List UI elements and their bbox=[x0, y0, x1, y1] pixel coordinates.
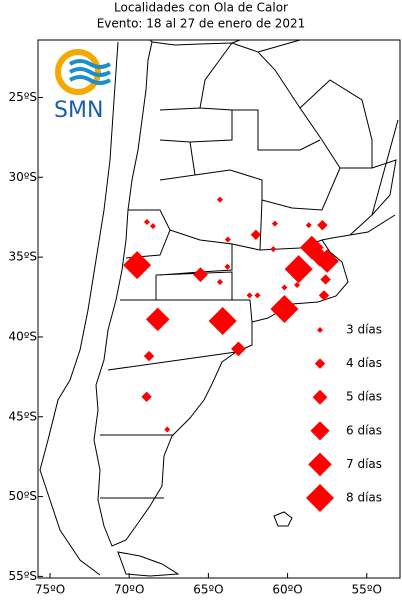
heat-marker bbox=[143, 218, 150, 225]
heat-marker bbox=[317, 219, 328, 231]
heat-marker bbox=[284, 255, 313, 284]
legend-marker bbox=[312, 389, 328, 405]
borders bbox=[39, 39, 399, 577]
heat-marker bbox=[224, 263, 231, 270]
heat-marker bbox=[281, 284, 288, 291]
chile-coast bbox=[39, 41, 119, 576]
heat-marker bbox=[271, 220, 278, 227]
heat-marker bbox=[208, 306, 237, 335]
x-tick-label: 60ºO bbox=[272, 583, 302, 597]
map-subtitle: Evento: 18 al 27 de enero de 2021 bbox=[97, 17, 306, 31]
y-tick-label: 40ºS bbox=[8, 329, 37, 343]
heat-marker bbox=[143, 350, 155, 362]
heat-marker bbox=[299, 235, 324, 260]
y-tick-label: 55ºS bbox=[8, 569, 37, 583]
uruguay-brazil bbox=[349, 119, 399, 236]
y-tick-label: 35ºS bbox=[8, 250, 37, 264]
x-tick-label: 70ºO bbox=[114, 583, 144, 597]
heat-marker bbox=[216, 279, 223, 286]
x-tick-label: 65ºO bbox=[193, 583, 223, 597]
legend-marker bbox=[310, 421, 330, 441]
logo-waves bbox=[68, 59, 112, 85]
logo-ring bbox=[55, 49, 101, 95]
bolivia-border bbox=[149, 39, 301, 53]
x-tick-label: 55ºO bbox=[352, 583, 382, 597]
legend-label: 6 días bbox=[346, 423, 382, 437]
heat-marker bbox=[270, 246, 277, 253]
heat-marker bbox=[224, 236, 231, 243]
heat-marker bbox=[193, 267, 208, 283]
tierra-del-fuego bbox=[117, 551, 180, 577]
logo: SMN bbox=[54, 49, 112, 123]
heat-marker bbox=[246, 292, 253, 299]
heat-marker bbox=[294, 282, 301, 289]
map-title: Localidades con Ola de Calor bbox=[114, 1, 288, 15]
heat-marker bbox=[145, 307, 170, 332]
heat-marker bbox=[250, 229, 262, 240]
x-tick-label: 75ºO bbox=[35, 583, 65, 597]
malvinas bbox=[273, 511, 293, 527]
legend-marker bbox=[306, 484, 334, 512]
legend-label: 8 días bbox=[346, 491, 382, 505]
heat-marker bbox=[318, 290, 330, 301]
legend-marker bbox=[314, 358, 326, 369]
legend-label: 5 días bbox=[346, 390, 382, 404]
heat-marker bbox=[254, 292, 261, 299]
heat-marker bbox=[123, 251, 152, 280]
heat-marker bbox=[149, 223, 156, 230]
legend-marker bbox=[317, 327, 323, 333]
legend-label: 7 días bbox=[346, 457, 382, 471]
provinces bbox=[100, 42, 341, 499]
paraguay-border bbox=[299, 79, 373, 168]
logo-text: SMN bbox=[54, 98, 103, 123]
y-tick-label: 25ºS bbox=[8, 90, 37, 104]
heat-marker bbox=[164, 426, 171, 433]
heat-marker bbox=[305, 222, 312, 229]
legend-label: 3 días bbox=[346, 323, 382, 337]
y-tick-label: 50ºS bbox=[8, 489, 37, 503]
heat-marker bbox=[315, 249, 339, 273]
y-tick-label: 30ºS bbox=[8, 170, 37, 184]
heat-marker bbox=[231, 341, 246, 357]
heat-marker bbox=[216, 196, 223, 203]
y-tick-label: 45ºS bbox=[8, 409, 37, 423]
heat-marker bbox=[141, 391, 152, 403]
heat-marker bbox=[270, 295, 299, 323]
legend-marker bbox=[308, 452, 332, 477]
heat-marker bbox=[320, 274, 331, 285]
legend-label: 4 días bbox=[346, 356, 382, 370]
